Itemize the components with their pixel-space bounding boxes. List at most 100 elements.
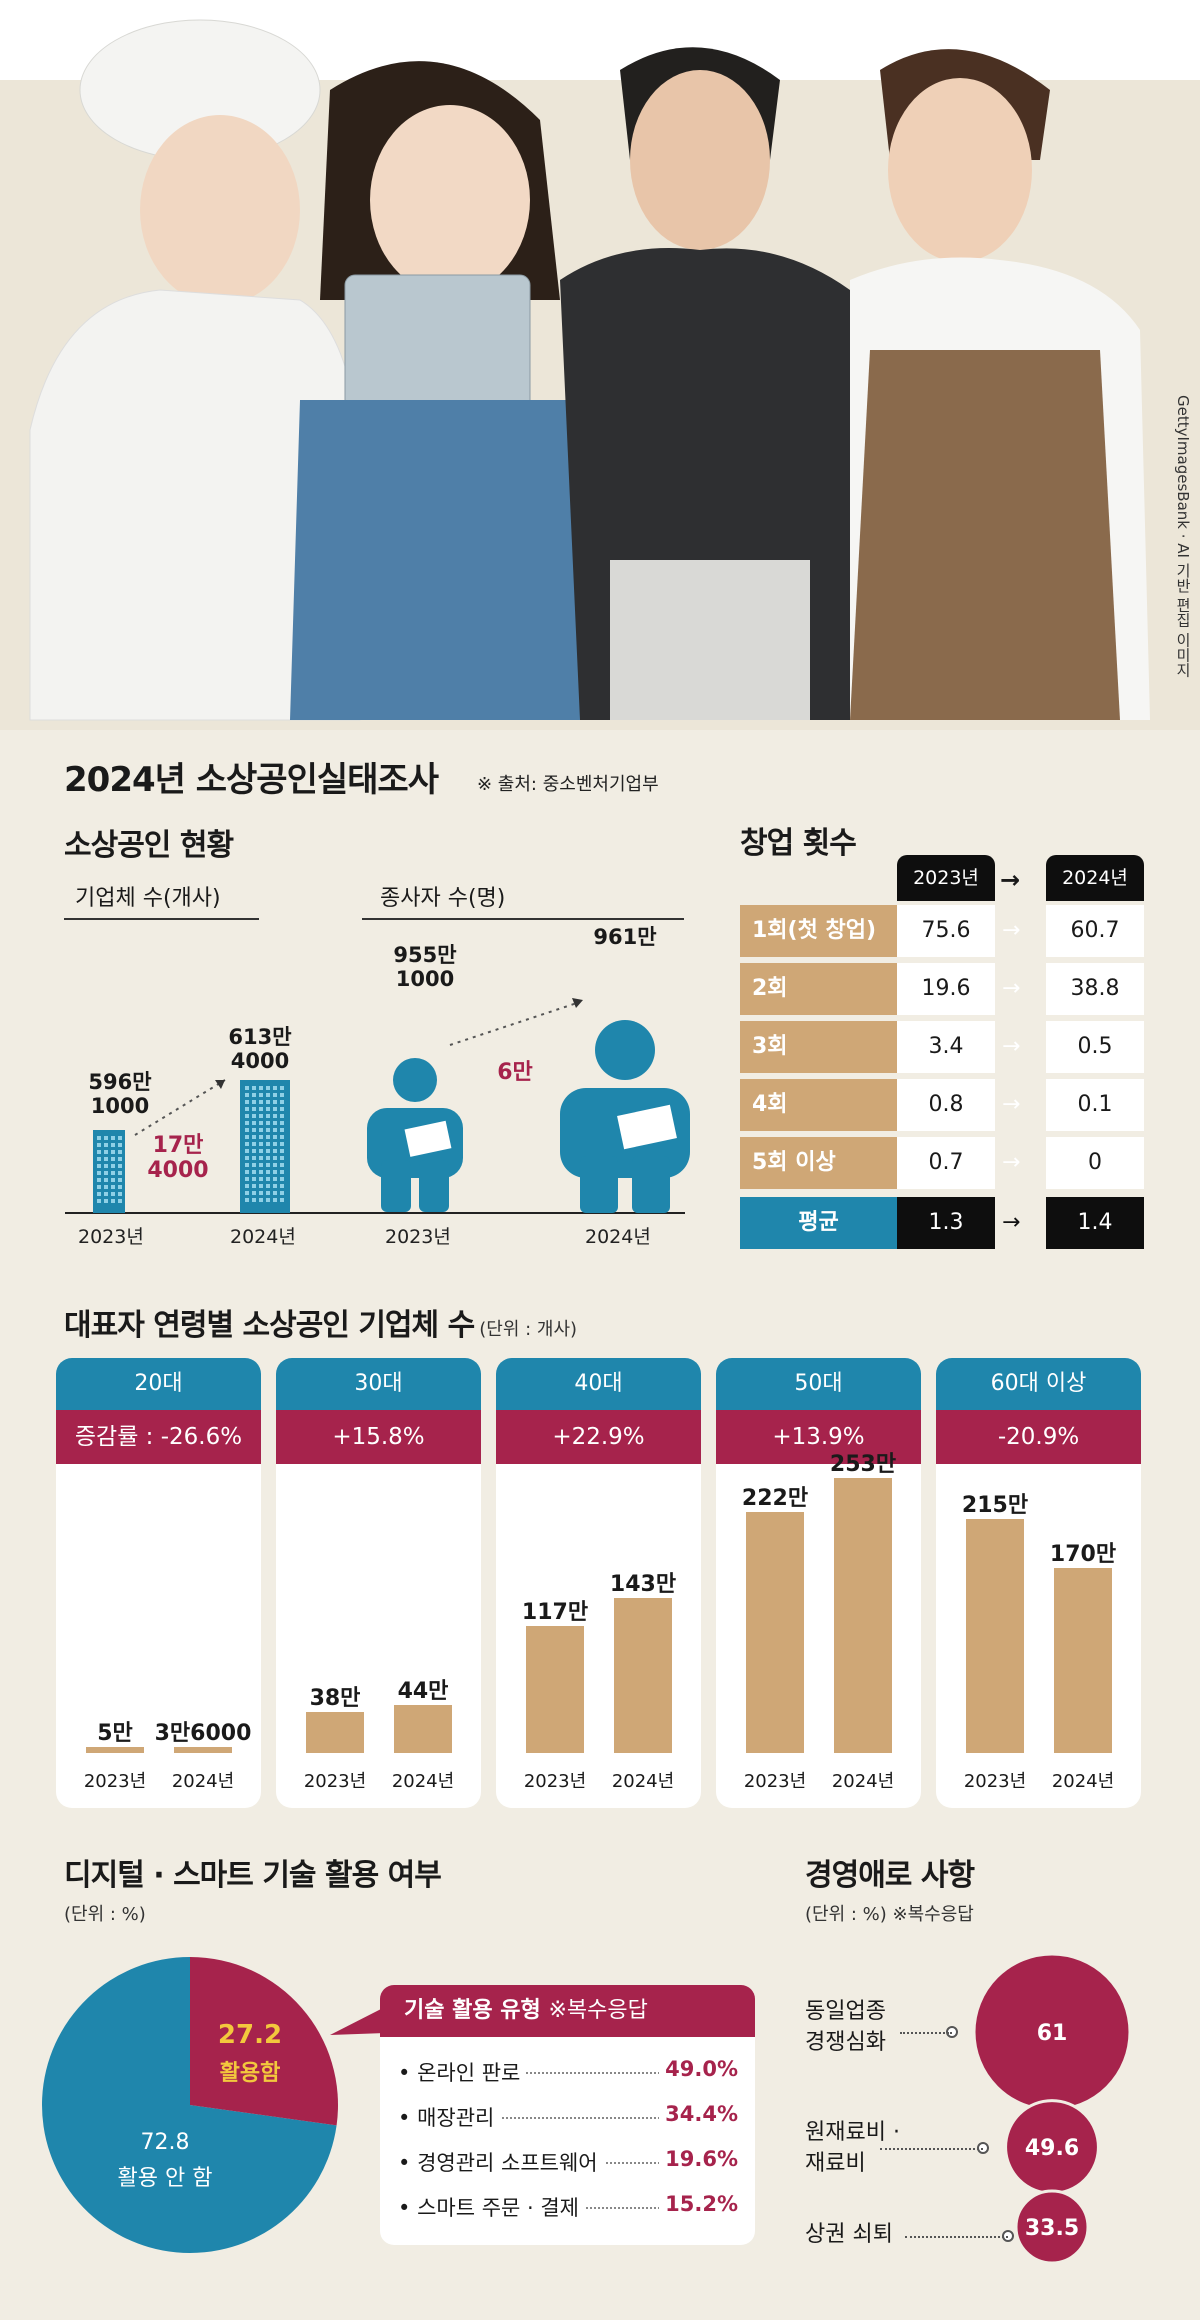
person-icon-2023 (367, 1058, 463, 1212)
age-bar-value: 253만 (829, 1452, 897, 1477)
tech-type-item: • 매장관리 34.4% (398, 2102, 738, 2132)
pie-label-nouse-value: 72.8 (140, 2130, 190, 2155)
age-year-label: 2024년 (1051, 1771, 1115, 1792)
age-unit: (단위 : 개사) (479, 1319, 578, 1340)
age-bar (394, 1705, 452, 1753)
age-group-label: 50대 (716, 1358, 921, 1410)
difficulties-unit: (단위 : %) ※복수응답 (805, 1904, 974, 1925)
building-2023-bar (93, 1130, 125, 1213)
workers-year-2023: 2023년 (385, 1226, 451, 1248)
startups-row: 3회 3.4 → 0.5 (740, 1021, 1144, 1073)
difficulty-leader (905, 2236, 1008, 2238)
difficulty-leader (900, 2032, 952, 2034)
age-year-label: 2024년 (391, 1771, 455, 1792)
age-year-label: 2023년 (303, 1771, 367, 1792)
age-title-row: 대표자 연령별 소상공인 기업체 수 (단위 : 개사) (64, 1300, 577, 1344)
age-year-label: 2024년 (831, 1771, 895, 1792)
age-rate: +15.8% (276, 1410, 481, 1464)
header-arrow-icon: → (1000, 866, 1021, 894)
person-apron-woman (290, 61, 600, 720)
age-bar-value: 38만 (309, 1685, 361, 1711)
tech-type-item: • 온라인 판로 49.0% (398, 2057, 738, 2087)
age-bar-value: 215만 (961, 1493, 1029, 1519)
startups-row: 2회 19.6 → 38.8 (740, 963, 1144, 1015)
person-man-brown-apron (850, 49, 1150, 720)
difficulties-bubble-chart: 61 49.6 33.5 (946, 1952, 1132, 2265)
age-bar-value: 44만 (397, 1679, 449, 1705)
digital-pie-chart (41, 1957, 338, 2253)
age-panel: 60대 이상 -20.9% 215만 2023년 170만 2024년 (936, 1358, 1141, 1808)
arrow-icon: → (1002, 1034, 1021, 1059)
difficulty-value: 33.5 (1025, 2216, 1079, 2241)
age-bar (834, 1478, 892, 1753)
age-bar-value: 3만6000 (154, 1721, 252, 1746)
age-group-label: 60대 이상 (936, 1358, 1141, 1410)
age-rate: -20.9% (936, 1410, 1141, 1464)
workers-label: 종사자 수(명) (380, 886, 506, 911)
arrow-icon: → (1002, 1150, 1021, 1175)
person-man-dark-shirt (560, 47, 860, 720)
difficulty-value: 61 (1037, 2021, 1068, 2046)
arrow-icon: → (1002, 918, 1021, 943)
difficulty-label: 동일업종 경쟁심화 (805, 1999, 886, 2055)
age-bar-value: 117만 (521, 1599, 589, 1625)
businesses-label: 기업체 수(개사) (75, 886, 221, 911)
startups-header-2023: 2023년 (897, 855, 995, 901)
age-bar-value: 5만 (97, 1721, 133, 1746)
age-group-label: 40대 (496, 1358, 701, 1410)
person-chef (29, 19, 361, 721)
age-bar (1054, 1568, 1112, 1753)
startups-title: 창업 횟수 (740, 826, 857, 861)
age-bar (174, 1747, 232, 1753)
pie-label-nouse: 활용 안 함 (117, 2166, 213, 2191)
age-bar (526, 1625, 584, 1753)
image-credit: GettyImagesBank · AI 기반 편집 이미지 (1174, 395, 1192, 678)
difficulty-label: 상권 쇠퇴 (805, 2222, 893, 2247)
age-title: 대표자 연령별 소상공인 기업체 수 (64, 1308, 475, 1343)
age-rate: +13.9% (716, 1410, 921, 1464)
tech-types-header: 기술 활용 유형 ※복수응답 (380, 1985, 755, 2037)
age-panel: 20대 증감률 : -26.6% 5만 2023년 3만6000 2024년 (56, 1358, 261, 1808)
age-year-label: 2024년 (171, 1771, 235, 1792)
age-bar (746, 1511, 804, 1753)
startups-row: 5회 이상 0.7 → 0 (740, 1137, 1144, 1189)
difficulty-label: 원재료비 · 재료비 (805, 2120, 900, 2176)
age-bar (614, 1597, 672, 1753)
age-rate: +22.9% (496, 1410, 701, 1464)
workers-diff: 6만 (497, 1060, 533, 1085)
startups-header-2024: 2024년 (1046, 855, 1144, 901)
age-panel: 30대 +15.8% 38만 2023년 44만 2024년 (276, 1358, 481, 1808)
businesses-2023-value: 596만 1000 (88, 1070, 152, 1119)
page-title: 2024년 소상공인실태조사 (64, 760, 439, 800)
businesses-year-2023: 2023년 (78, 1226, 144, 1248)
workers-underline (362, 918, 684, 920)
difficulties-title: 경영애로 사항 (805, 1858, 975, 1893)
workers-2024-value: 961만 (593, 925, 657, 949)
digital-unit: (단위 : %) (64, 1904, 146, 1925)
pie-slice-nouse (41, 1957, 337, 2253)
workers-year-2024: 2024년 (585, 1226, 651, 1248)
age-bar-value: 170만 (1049, 1542, 1117, 1568)
age-year-label: 2023년 (743, 1771, 807, 1792)
age-year-label: 2024년 (611, 1771, 675, 1792)
age-panel: 50대 +13.9% 222만 2023년 253만 2024년 (716, 1358, 921, 1808)
tech-type-item: • 스마트 주문 · 결제 15.2% (398, 2192, 738, 2222)
arrow-icon: → (1002, 1092, 1021, 1117)
workers-2023-value: 955만 1000 (393, 943, 457, 992)
age-panel: 40대 +22.9% 117만 2023년 143만 2024년 (496, 1358, 701, 1808)
workers-trend-arrow (449, 1001, 581, 1046)
pie-label-use-value: 27.2 (217, 2020, 283, 2050)
arrow-icon: → (1002, 976, 1021, 1001)
digital-title: 디지털 · 스마트 기술 활용 여부 (64, 1858, 442, 1893)
age-bar (86, 1747, 144, 1753)
callout-pointer (330, 2007, 385, 2035)
age-group-label: 30대 (276, 1358, 481, 1410)
pie-slice-use (190, 1957, 338, 2126)
businesses-trend-arrow (134, 1079, 226, 1136)
building-2024-bar (240, 1080, 290, 1213)
pie-label-use: 활용함 (219, 2061, 281, 2086)
age-bar-value: 222만 (741, 1485, 809, 1511)
age-year-label: 2023년 (963, 1771, 1027, 1792)
businesses-2024-value: 613만 4000 (228, 1025, 292, 1074)
tech-types-box: 기술 활용 유형 ※복수응답 • 온라인 판로 49.0% • 매장관리 34.4%… (380, 1985, 755, 2245)
